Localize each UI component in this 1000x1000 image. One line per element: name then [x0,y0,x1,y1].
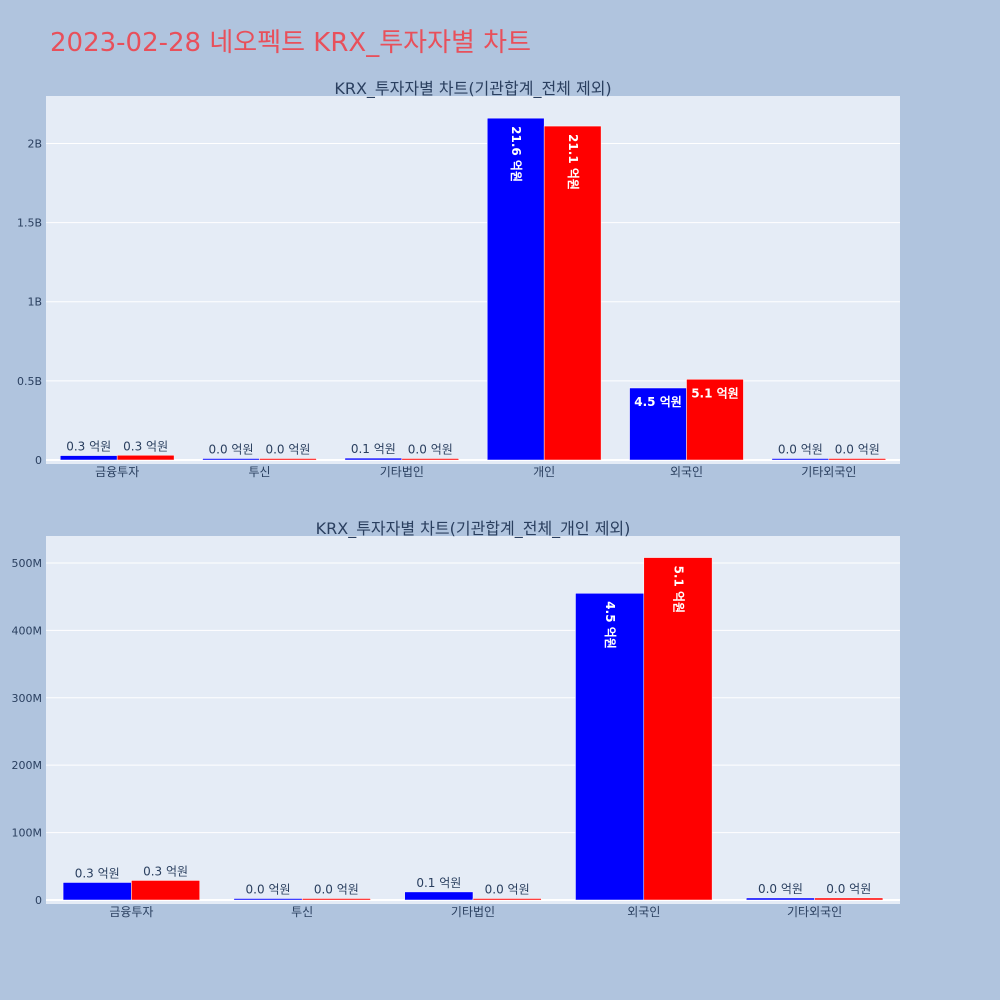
data-label: 0.1 억원 [416,876,461,890]
bar [301,898,371,901]
y-tick-label: 200M [12,759,43,772]
data-label: 0.0 억원 [778,443,823,457]
bar [344,457,403,461]
y-tick-label: 300M [12,692,43,705]
x-tick-label: 기타외국인 [801,465,856,479]
data-label: 0.3 억원 [75,866,120,880]
data-label: 0.3 억원 [123,439,168,453]
y-tick-label: 1.5B [17,217,42,230]
plot-area [46,536,900,904]
bar [771,458,830,461]
x-tick-label: 기타법인 [451,905,495,919]
data-label: 0.0 억원 [758,882,803,896]
x-tick-label: 투신 [291,905,313,919]
bar [404,891,474,901]
y-tick-label: 0 [35,894,42,907]
bar [259,458,317,461]
data-label: 4.5 억원 [603,601,617,649]
y-tick-label: 1B [27,296,42,309]
bar [131,880,200,901]
x-tick-label: 기타법인 [380,465,424,479]
data-label: 0.0 억원 [265,443,310,457]
data-label: 21.6 억원 [509,126,523,182]
data-label: 0.0 억원 [835,443,880,457]
bar [401,458,460,461]
y-tick-label: 2B [27,137,42,150]
chart-1: 0 0.5B 1B 1.5B 2B KRX_투자자별 차트(기관합계_전체 제외) 금융투자… [17,79,900,479]
data-label: 21.1 억원 [566,134,580,190]
data-label: 0.0 억원 [826,882,871,896]
x-tick-label: 금융투자 [95,465,139,479]
x-tick-label: 기타외국인 [787,905,842,919]
x-tick-label: 금융투자 [109,905,153,919]
x-tick-label: 투신 [248,465,270,479]
y-tick-label: 100M [12,827,43,840]
y-tick-label: 0.5B [17,375,42,388]
bar [202,458,260,461]
y-tick-label: 0 [35,454,42,467]
bar [486,117,545,461]
page-title: 2023-02-28 네오펙트 KRX_투자자별 차트 [50,28,532,58]
bar [629,387,687,461]
data-label: 0.3 억원 [143,864,188,878]
x-tick-label: 외국인 [627,905,660,919]
bar [686,379,744,461]
data-label: 0.0 억원 [209,443,254,457]
chart-title: KRX_투자자별 차트(기관합계_전체_개인 제외) [316,519,631,539]
x-tick-label: 개인 [533,465,555,479]
data-label: 5.1 억원 [671,566,685,614]
bar [233,898,303,901]
data-label: 0.0 억원 [408,443,453,457]
data-label: 0.0 억원 [314,883,359,897]
bar [643,557,713,901]
bar [828,458,887,461]
x-tick-label: 외국인 [670,465,703,479]
data-label: 0.1 억원 [351,442,396,456]
y-tick-label: 400M [12,624,43,637]
chart-2: 0 100M 200M 300M 400M 500M KRX_투자자별 차트(기관합계_전체… [12,519,900,919]
y-tick-label: 500M [12,557,43,570]
data-label: 5.1 억원 [691,386,739,400]
chart-title: KRX_투자자별 차트(기관합계_전체 제외) [334,79,611,99]
data-label: 0.3 억원 [66,440,111,454]
bar [59,455,118,461]
data-label: 0.0 억원 [246,883,291,897]
bar [814,897,884,901]
bar [746,897,815,901]
data-label: 4.5 억원 [634,395,682,409]
plot-area [46,96,900,464]
bar [472,898,542,901]
bar [116,455,175,461]
bar [575,593,645,901]
bar [543,125,602,461]
bar [62,882,132,901]
data-label: 0.0 억원 [485,883,530,897]
